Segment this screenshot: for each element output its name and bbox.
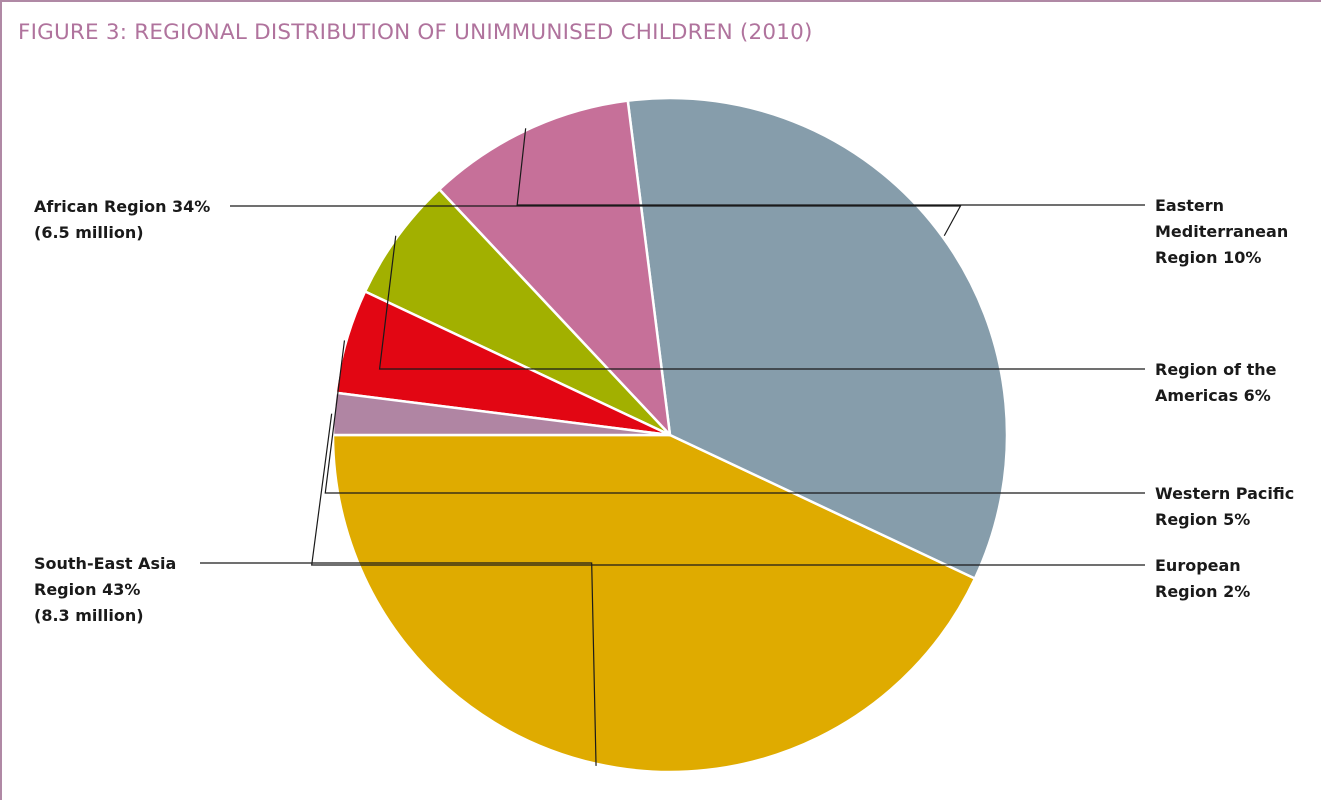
slice-label-line: Region 5% bbox=[1155, 510, 1250, 529]
slice-label-line: South-East Asia bbox=[34, 554, 176, 573]
slice-label-americas: Region of the Americas 6% bbox=[1155, 360, 1277, 405]
slice-label-line: (8.3 million) bbox=[34, 606, 144, 625]
slice-label-south-east-asia: South-East Asia Region 43% (8.3 million) bbox=[34, 554, 176, 625]
slice-label-western-pacific: Western Pacific Region 5% bbox=[1155, 484, 1294, 529]
leader-line-african bbox=[230, 205, 962, 237]
slice-label-line: Region 2% bbox=[1155, 582, 1250, 601]
slice-label-line: Region 43% bbox=[34, 580, 140, 599]
slice-label-line: (6.5 million) bbox=[34, 223, 144, 242]
slice-label-eastern-mediterranean: Eastern Mediterranean Region 10% bbox=[1155, 196, 1288, 267]
slice-label-line: Mediterranean bbox=[1155, 222, 1288, 241]
pie-slice-americas bbox=[363, 188, 672, 437]
slice-label-line: European bbox=[1155, 556, 1241, 575]
leader-line-western-pacific bbox=[324, 340, 1145, 494]
slice-label-line: Eastern bbox=[1155, 196, 1224, 215]
pie-slice-eastern-mediterranean bbox=[438, 99, 672, 437]
pie-slice-african bbox=[626, 96, 1009, 580]
leader-line-south-east-asia bbox=[200, 562, 597, 766]
slice-label-line: Region of the bbox=[1155, 360, 1277, 379]
slice-label-line: African Region 34% bbox=[34, 197, 210, 216]
leader-line-eastern-mediterranean bbox=[516, 128, 1145, 206]
slice-label-african: African Region 34% (6.5 million) bbox=[34, 197, 210, 242]
chart-title: FIGURE 3: REGIONAL DISTRIBUTION OF UNIMM… bbox=[18, 20, 813, 45]
leader-line-european bbox=[311, 413, 1145, 566]
slice-label-line: Americas 6% bbox=[1155, 386, 1271, 405]
leader-line-americas bbox=[378, 235, 1145, 370]
slice-label-line: Western Pacific bbox=[1155, 484, 1294, 503]
slice-label-european: European Region 2% bbox=[1155, 556, 1250, 601]
slice-label-line: Region 10% bbox=[1155, 248, 1261, 267]
